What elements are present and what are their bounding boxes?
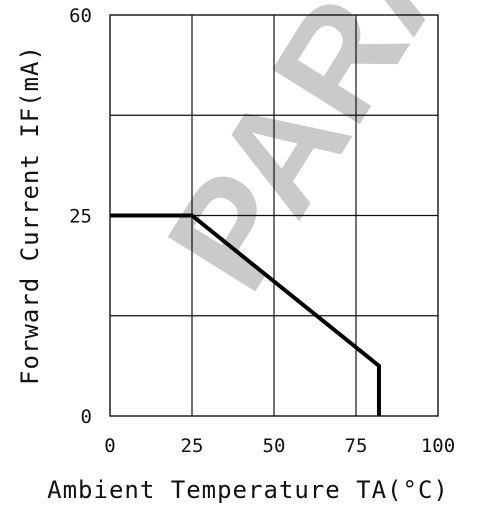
y-axis-title: Forward Current IF(mA) — [16, 45, 44, 385]
plot-area — [109, 14, 439, 417]
watermark-text: PARA — [135, 0, 480, 317]
x-tick-label: 50 — [263, 435, 286, 457]
y-tick-label: 0 — [81, 406, 92, 428]
y-tick-label: 60 — [69, 5, 92, 27]
x-tick-label: 100 — [421, 435, 455, 457]
x-tick-labels: 0 25 50 75 100 — [104, 435, 455, 457]
series-line-0 — [110, 213, 381, 416]
y-tick-labels: 0 25 60 — [69, 5, 92, 428]
x-tick-label: 75 — [345, 435, 368, 457]
x-tick-label: 0 — [104, 435, 115, 457]
x-axis-title: Ambient Temperature TA(°C) — [47, 476, 449, 504]
x-tick-label: 25 — [181, 435, 204, 457]
watermark: PARA — [135, 0, 480, 317]
y-tick-label: 25 — [69, 206, 92, 228]
